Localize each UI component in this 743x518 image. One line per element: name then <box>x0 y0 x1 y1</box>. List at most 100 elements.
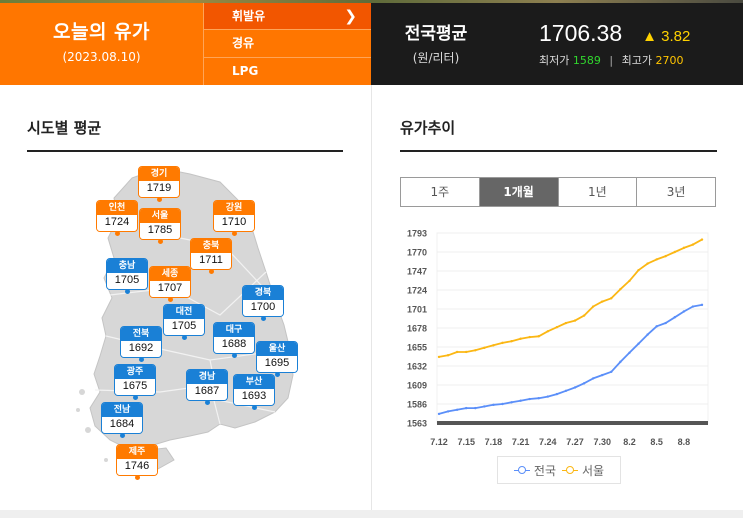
data-point <box>619 360 622 364</box>
y-tick-label: 1724 <box>407 286 427 296</box>
series-line-national <box>438 304 703 415</box>
region-name: 경북 <box>243 286 283 300</box>
fuel-item-label: 휘발유 <box>232 9 266 23</box>
region-marker[interactable]: 제주 1746 <box>116 444 158 480</box>
data-point <box>655 258 658 261</box>
region-marker[interactable]: 경북 1700 <box>242 285 284 321</box>
legend-label: 전국 <box>533 463 556 478</box>
separator: | <box>609 54 614 67</box>
data-point <box>573 386 577 389</box>
up-triangle-icon: ▲ <box>642 28 657 45</box>
y-tick-label: 1770 <box>407 248 427 258</box>
data-point <box>610 370 613 373</box>
section-underline <box>400 150 717 152</box>
region-location-dot <box>119 433 125 438</box>
data-point <box>700 238 704 241</box>
region-location-dot <box>181 335 187 340</box>
data-point <box>546 330 550 333</box>
legend-item-seoul[interactable]: 서울 <box>562 462 604 479</box>
fuel-item-lpg[interactable]: LPG <box>204 57 371 85</box>
region-location-dot <box>124 289 130 294</box>
data-point <box>519 337 522 340</box>
region-marker[interactable]: 전남 1684 <box>101 402 143 438</box>
region-marker[interactable]: 세종 1707 <box>149 266 191 302</box>
region-location-dot <box>167 297 173 302</box>
data-point <box>446 354 450 357</box>
region-location-dot <box>251 405 257 410</box>
series-line-seoul <box>438 238 703 358</box>
data-point <box>582 314 586 317</box>
x-tick-label: 8.8 <box>678 437 691 447</box>
x-tick-label: 7.12 <box>430 437 448 447</box>
legend-line-marker-icon <box>513 465 530 475</box>
fuel-item-label: 경유 <box>232 36 255 51</box>
tab-3-years[interactable]: 3년 <box>637 178 715 206</box>
price-trend-chart: 1793 1770 1747 1724 1701 1678 1655 1632 1609 1586… <box>407 229 709 447</box>
region-name: 울산 <box>257 342 297 356</box>
region-location-dot <box>134 475 140 480</box>
region-price: 1687 <box>187 384 227 400</box>
data-point <box>501 402 504 406</box>
legend-item-national[interactable]: 전국 <box>513 462 556 479</box>
y-tick-label: 1586 <box>407 400 427 410</box>
data-point <box>510 401 513 404</box>
x-tick-label: 7.18 <box>485 437 503 447</box>
data-point <box>528 397 531 401</box>
tab-1-year[interactable]: 1년 <box>558 178 638 206</box>
region-marker[interactable]: 서울 1785 <box>139 208 181 244</box>
region-marker[interactable]: 경남 1687 <box>186 369 228 405</box>
region-price: 1675 <box>115 379 155 395</box>
column-divider <box>371 85 372 510</box>
min-price-label: 최저가 <box>539 54 570 67</box>
region-price: 1684 <box>102 417 142 433</box>
region-marker[interactable]: 광주 1675 <box>114 364 156 400</box>
region-name: 서울 <box>140 209 180 223</box>
region-price: 1700 <box>243 300 283 316</box>
price-trend-title: 유가추이 <box>400 119 456 137</box>
x-tick-label: 8.2 <box>623 437 636 447</box>
period-tabs: 1주 1개월 1년 3년 <box>400 177 716 207</box>
tab-1-week[interactable]: 1주 <box>401 178 480 206</box>
region-marker[interactable]: 경기 1719 <box>138 166 180 202</box>
fuel-item-diesel[interactable]: 경유 <box>204 30 371 58</box>
region-marker[interactable]: 전북 1692 <box>120 326 162 362</box>
region-location-dot <box>208 269 214 274</box>
data-point <box>664 254 667 258</box>
region-marker[interactable]: 대구 1688 <box>213 322 255 358</box>
region-marker[interactable]: 충북 1711 <box>190 238 232 274</box>
region-marker[interactable]: 대전 1705 <box>163 304 205 340</box>
region-location-dot <box>231 231 237 236</box>
tab-1-month[interactable]: 1개월 <box>479 178 559 206</box>
region-price: 1707 <box>150 281 190 297</box>
y-tick-label: 1701 <box>407 305 427 315</box>
fuel-item-gasoline[interactable]: 휘발유 ❯ <box>204 3 371 31</box>
region-name: 전남 <box>102 403 142 417</box>
data-point <box>474 406 477 410</box>
min-price-value: 1589 <box>572 54 601 67</box>
region-name: 제주 <box>117 445 157 459</box>
national-average-unit: (원/리터) <box>412 51 460 65</box>
region-marker[interactable]: 부산 1693 <box>233 374 275 410</box>
today-oil-price-panel: 오늘의 유가 (2023.08.10) <box>0 3 203 85</box>
data-point <box>582 382 586 385</box>
data-point <box>673 250 676 254</box>
chart-legend: 전국 서울 <box>497 456 621 484</box>
data-point <box>465 406 468 410</box>
region-marker[interactable]: 강원 1710 <box>213 200 255 236</box>
region-price: 1695 <box>257 356 297 372</box>
y-tick-label: 1655 <box>407 343 427 353</box>
regional-average-title: 시도별 평균 <box>27 119 102 137</box>
region-marker[interactable]: 인천 1724 <box>96 200 138 236</box>
data-point <box>483 346 486 350</box>
region-name: 인천 <box>97 201 137 215</box>
region-marker[interactable]: 충남 1705 <box>106 258 148 294</box>
legend-label: 서울 <box>582 463 605 478</box>
data-point <box>691 305 695 308</box>
data-point <box>510 340 513 343</box>
region-marker[interactable]: 울산 1695 <box>256 341 298 377</box>
region-name: 대전 <box>164 305 204 319</box>
region-price: 1705 <box>107 273 147 289</box>
footer-bar <box>0 510 743 518</box>
region-price: 1724 <box>97 215 137 231</box>
data-point <box>637 342 640 345</box>
